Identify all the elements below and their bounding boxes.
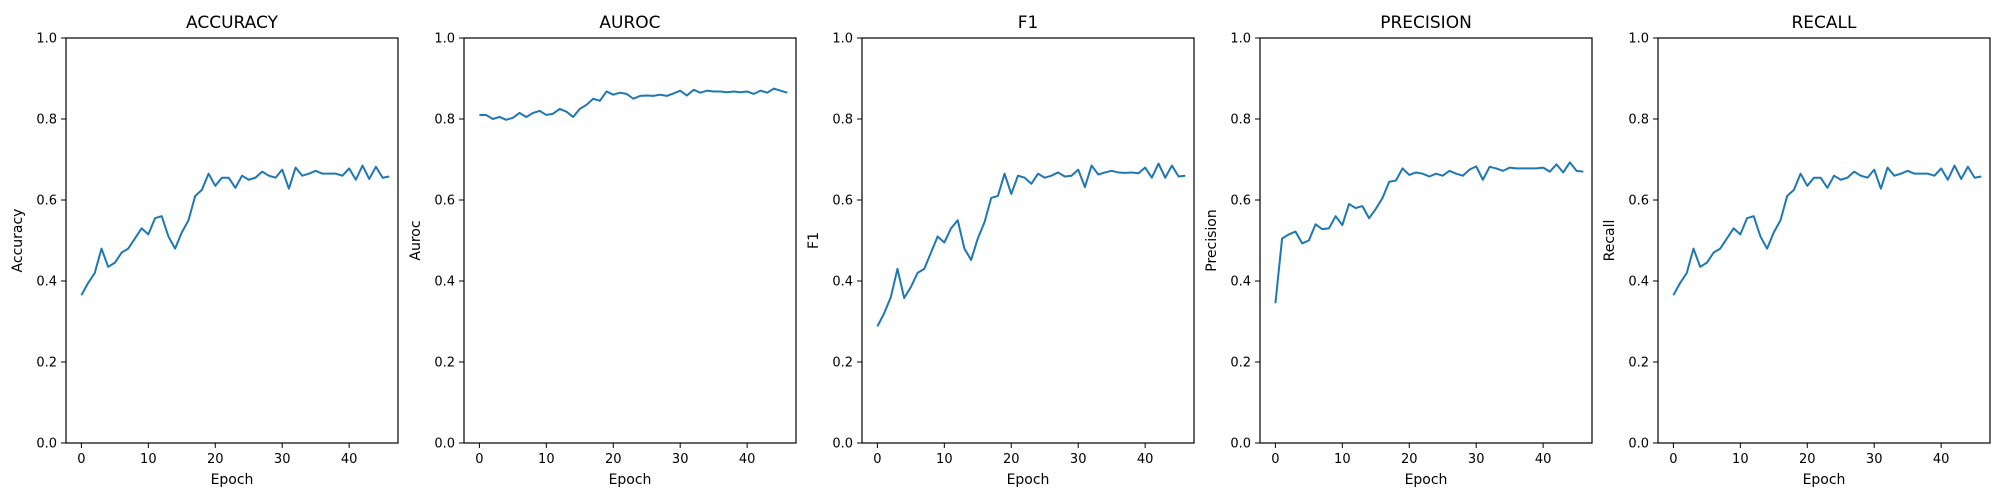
x-tick-label: 0	[873, 452, 881, 467]
x-tick-label: 30	[672, 452, 689, 467]
series-line	[1274, 161, 1584, 304]
y-tick-label: 0.2	[36, 356, 57, 371]
x-axis-label: Epoch	[211, 472, 254, 488]
y-tick-label: 0.0	[832, 437, 853, 452]
y-tick-label: 0.0	[1628, 437, 1649, 452]
x-tick-label: 30	[1070, 452, 1087, 467]
chart-f1: 0.0 0.2 0.4 0.6 0.8 1.0 0 10 20 30 40 F1 Epoch F1	[806, 13, 1195, 488]
x-tick-label: 40	[739, 452, 756, 467]
y-axis-label: F1	[806, 232, 822, 249]
axes-frame	[861, 37, 1195, 444]
x-tick-label: 10	[936, 452, 953, 467]
x-tick-label: 10	[1732, 452, 1749, 467]
x-tick-label: 40	[1933, 452, 1950, 467]
y-axis-label: Precision	[1204, 209, 1220, 271]
x-tick-label: 10	[1334, 452, 1351, 467]
series-line	[1672, 164, 1982, 296]
y-axis-label: Auroc	[408, 220, 424, 260]
x-tick-label: 30	[274, 452, 291, 467]
y-tick-label: 0.8	[434, 113, 455, 128]
y-tick-label: 1.0	[36, 32, 57, 47]
y-tick-label: 0.0	[434, 437, 455, 452]
y-tick-label: 1.0	[434, 32, 455, 47]
chart-title: AUROC	[599, 13, 660, 33]
y-tick-label: 1.0	[1230, 32, 1251, 47]
x-tick-label: 40	[1137, 452, 1154, 467]
chart-title: F1	[1018, 13, 1039, 33]
y-tick-label: 0.4	[1230, 275, 1251, 290]
x-tick-label: 0	[1271, 452, 1279, 467]
y-tick-label: 0.6	[1230, 194, 1251, 209]
x-tick-label: 20	[1401, 452, 1418, 467]
y-axis-label: Recall	[1602, 220, 1618, 262]
x-axis-label: Epoch	[1007, 472, 1050, 488]
x-tick-label: 0	[1669, 452, 1677, 467]
y-tick-label: 0.4	[434, 275, 455, 290]
chart-title: RECALL	[1792, 13, 1858, 33]
y-tick-label: 0.6	[832, 194, 853, 209]
chart-title: ACCURACY	[186, 13, 279, 33]
y-tick-label: 1.0	[1628, 32, 1649, 47]
x-axis-label: Epoch	[1405, 472, 1448, 488]
y-tick-label: 0.4	[36, 275, 57, 290]
y-tick-label: 0.2	[434, 356, 455, 371]
x-tick-label: 0	[475, 452, 483, 467]
x-tick-label: 20	[1799, 452, 1816, 467]
y-tick-label: 0.2	[1628, 356, 1649, 371]
y-tick-label: 0.8	[1230, 113, 1251, 128]
x-tick-label: 40	[341, 452, 358, 467]
y-tick-label: 0.8	[36, 113, 57, 128]
series-line	[479, 87, 788, 121]
x-tick-label: 30	[1468, 452, 1485, 467]
y-tick-label: 0.2	[832, 356, 853, 371]
x-tick-label: 10	[538, 452, 555, 467]
axes-frame	[1259, 37, 1593, 444]
axes-frame	[1657, 37, 1991, 444]
y-tick-label: 0.4	[832, 275, 853, 290]
y-tick-label: 0.2	[1230, 356, 1251, 371]
axes-frame	[65, 37, 399, 444]
chart-recall: 0.0 0.2 0.4 0.6 0.8 1.0 0 10 20 30 40 RECALL Epoch Re…	[1602, 13, 1991, 488]
x-tick-label: 10	[140, 452, 157, 467]
y-tick-label: 0.4	[1628, 275, 1649, 290]
chart-auroc: 0.0 0.2 0.4 0.6 0.8 1.0 0 10 20 30 40 AUROC Epoch Aur…	[408, 13, 797, 488]
x-axis-label: Epoch	[1803, 472, 1846, 488]
y-tick-label: 0.8	[1628, 113, 1649, 128]
y-tick-label: 0.6	[1628, 194, 1649, 209]
chart-precision: 0.0 0.2 0.4 0.6 0.8 1.0 0 10 20 30 40 PRECISION Epoc…	[1204, 13, 1593, 488]
series-line	[80, 164, 390, 296]
y-tick-label: 0.6	[36, 194, 57, 209]
y-tick-label: 0.0	[1230, 437, 1251, 452]
x-tick-label: 20	[1003, 452, 1020, 467]
y-tick-label: 1.0	[832, 32, 853, 47]
y-tick-label: 0.8	[832, 113, 853, 128]
series-line	[876, 162, 1186, 327]
axes-frame	[463, 37, 797, 444]
x-tick-label: 20	[605, 452, 622, 467]
y-axis-label: Accuracy	[10, 209, 26, 273]
x-tick-label: 30	[1866, 452, 1883, 467]
y-tick-label: 0.6	[434, 194, 455, 209]
x-tick-label: 0	[77, 452, 85, 467]
x-tick-label: 20	[207, 452, 224, 467]
x-axis-label: Epoch	[609, 472, 652, 488]
y-tick-label: 0.0	[36, 437, 57, 452]
chart-accuracy: 0.0 0.2 0.4 0.6 0.8 1.0 0 10 20 30 40 ACCURACY Epoch…	[10, 13, 399, 488]
chart-title: PRECISION	[1380, 13, 1472, 33]
x-tick-label: 40	[1535, 452, 1552, 467]
